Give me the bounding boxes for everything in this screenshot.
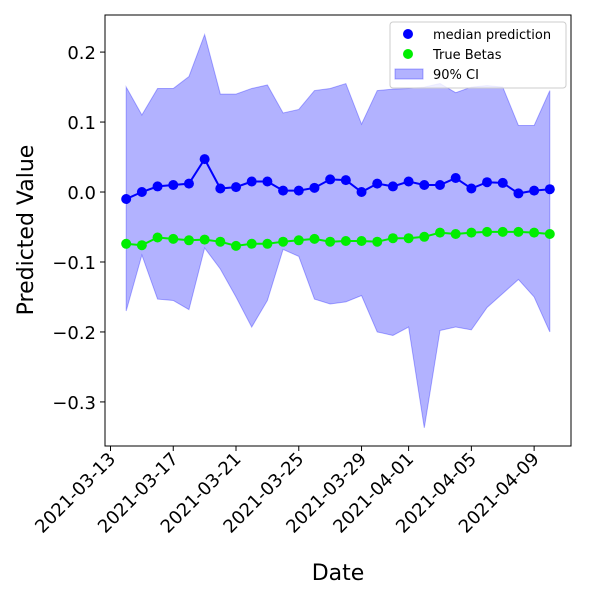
point bbox=[293, 235, 304, 246]
point bbox=[231, 182, 242, 193]
point bbox=[403, 176, 414, 187]
legend-marker bbox=[403, 29, 413, 39]
point bbox=[152, 181, 163, 192]
point bbox=[403, 233, 414, 244]
point bbox=[278, 185, 289, 196]
point bbox=[231, 240, 242, 251]
legend-marker bbox=[403, 49, 413, 59]
legend-label: 90% CI bbox=[433, 68, 479, 83]
y-tick-label: 0.2 bbox=[67, 43, 96, 64]
point bbox=[246, 176, 257, 187]
point bbox=[121, 238, 132, 249]
point bbox=[262, 238, 273, 249]
point bbox=[278, 236, 289, 247]
y-tick-label: 0.0 bbox=[67, 183, 96, 204]
point bbox=[466, 183, 477, 194]
point bbox=[529, 227, 540, 238]
point bbox=[215, 183, 226, 194]
point bbox=[199, 234, 210, 245]
point bbox=[340, 235, 351, 246]
point bbox=[136, 240, 147, 251]
point bbox=[183, 178, 194, 189]
point bbox=[544, 184, 555, 195]
plot-frame bbox=[104, 14, 572, 447]
point bbox=[246, 238, 257, 249]
legend-label: median prediction bbox=[433, 28, 551, 43]
point bbox=[450, 228, 461, 239]
point bbox=[215, 236, 226, 247]
y-tick-label: −0.1 bbox=[52, 253, 96, 274]
point bbox=[309, 182, 320, 193]
y-axis-label: Predicted Value bbox=[14, 145, 39, 316]
legend-label: True Betas bbox=[432, 48, 502, 63]
point bbox=[482, 226, 493, 237]
point bbox=[199, 154, 210, 165]
point bbox=[434, 227, 445, 238]
point bbox=[121, 194, 132, 205]
point bbox=[419, 180, 430, 191]
point bbox=[466, 227, 477, 238]
point bbox=[168, 180, 179, 191]
point bbox=[356, 235, 367, 246]
point bbox=[529, 185, 540, 196]
y-tick-label: 0.1 bbox=[67, 113, 96, 134]
point bbox=[340, 175, 351, 186]
legend-box bbox=[389, 21, 567, 89]
point bbox=[356, 187, 367, 198]
point bbox=[497, 177, 508, 188]
point bbox=[497, 226, 508, 237]
point bbox=[136, 187, 147, 198]
point bbox=[482, 177, 493, 188]
point bbox=[372, 236, 383, 247]
point bbox=[372, 178, 383, 189]
point bbox=[325, 236, 336, 247]
y-tick-label: −0.2 bbox=[52, 323, 96, 344]
point bbox=[387, 233, 398, 244]
point bbox=[450, 173, 461, 184]
y-tick-label: −0.3 bbox=[52, 393, 96, 414]
point bbox=[262, 176, 273, 187]
series-line bbox=[126, 230, 550, 247]
point bbox=[434, 180, 445, 191]
point bbox=[325, 174, 336, 185]
series-line bbox=[125, 157, 550, 200]
x-axis-label: Date bbox=[312, 561, 365, 586]
point bbox=[152, 232, 163, 243]
point bbox=[387, 181, 398, 192]
point bbox=[183, 235, 194, 246]
point bbox=[293, 185, 304, 196]
point bbox=[544, 228, 555, 239]
point bbox=[513, 226, 524, 237]
point bbox=[309, 233, 320, 244]
point bbox=[513, 188, 524, 199]
legend: median prediction True Betas 90% CI bbox=[389, 21, 567, 89]
point bbox=[419, 231, 430, 242]
point bbox=[168, 233, 179, 244]
legend-swatch bbox=[394, 68, 424, 80]
ci-band bbox=[125, 32, 551, 428]
